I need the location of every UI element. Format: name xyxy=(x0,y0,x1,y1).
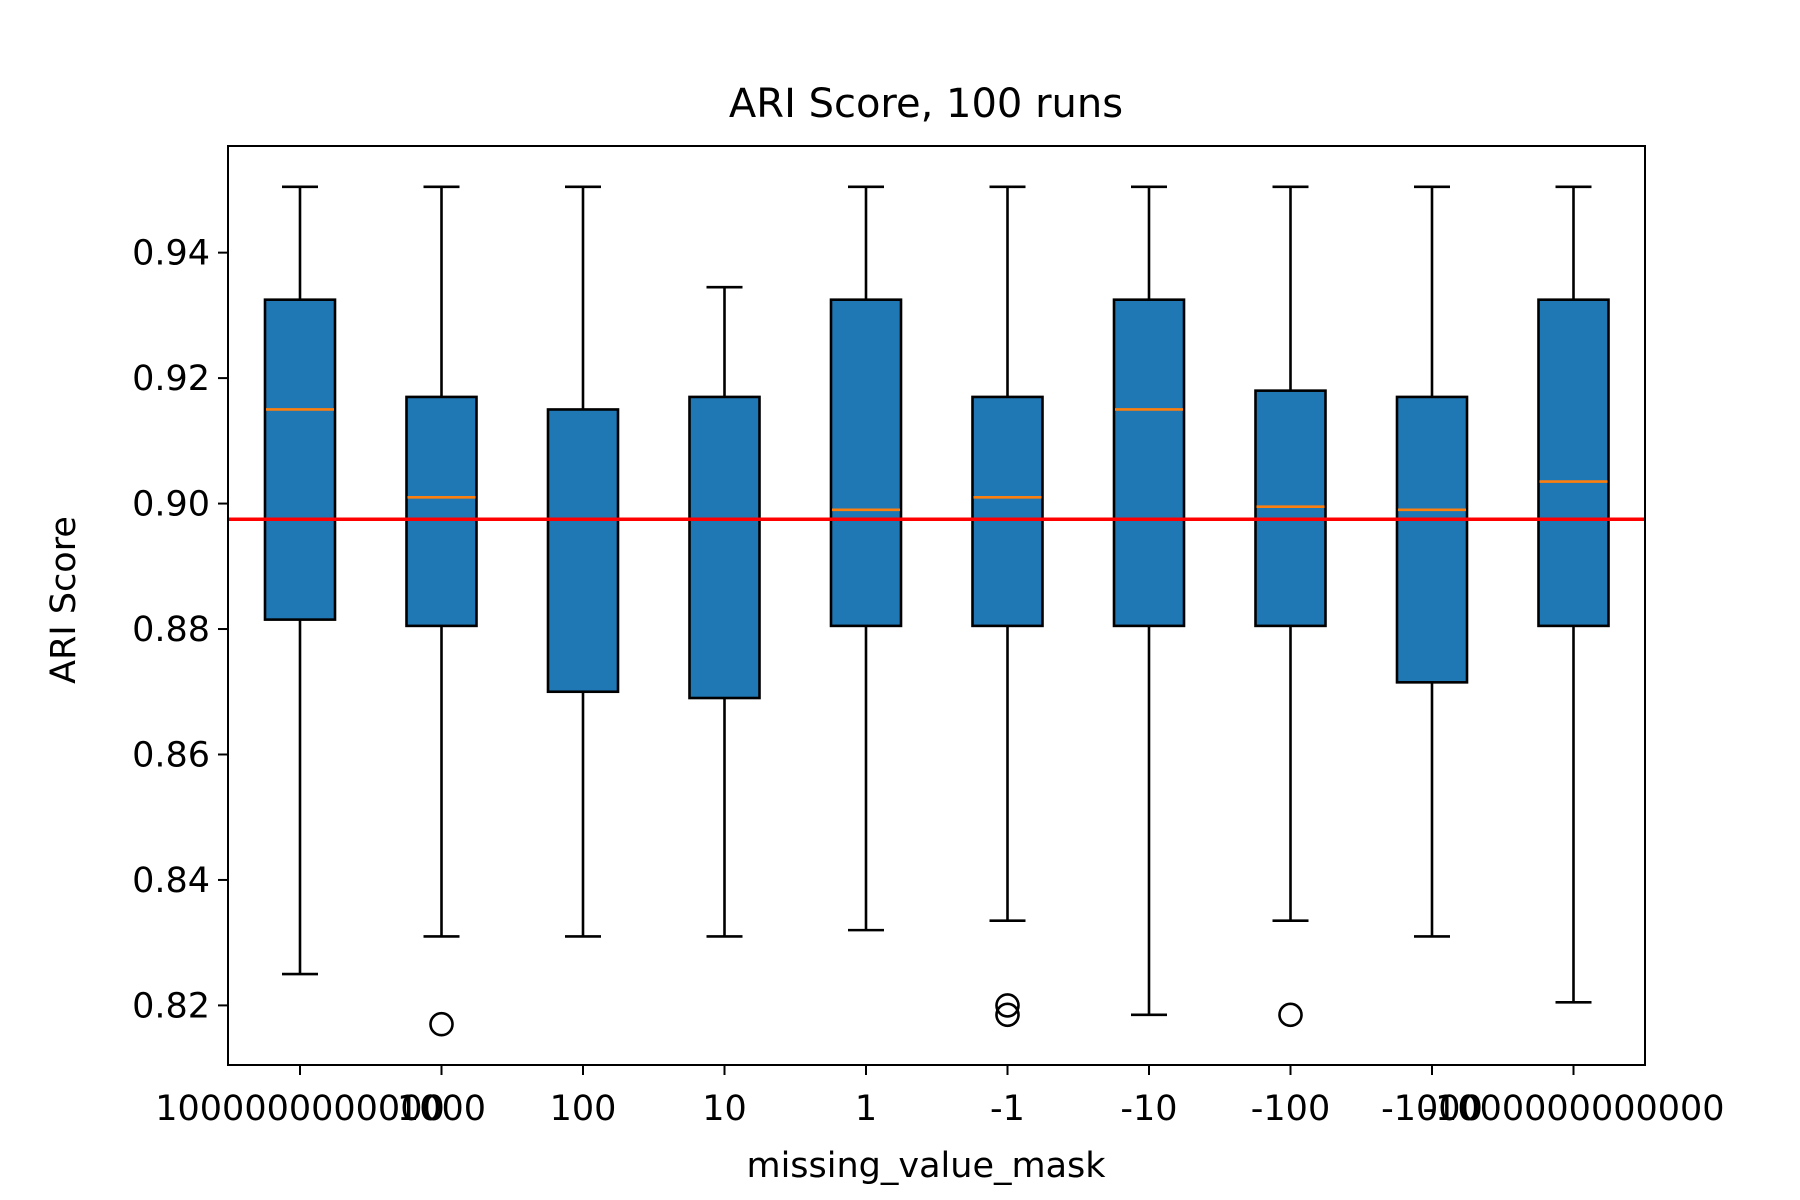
y-tick-label: 0.84 xyxy=(132,861,210,901)
x-tick-label: 10 xyxy=(702,1089,747,1129)
x-tick-label: -1 xyxy=(990,1089,1025,1129)
box-iqr xyxy=(405,395,478,628)
y-tick-label: 0.90 xyxy=(132,485,210,525)
box-iqr xyxy=(546,408,620,694)
y-tick-label: 0.94 xyxy=(132,234,210,274)
y-tick-label: 0.82 xyxy=(132,986,210,1026)
box-iqr xyxy=(688,395,761,700)
x-tick-label: 1000000000000 xyxy=(155,1089,445,1129)
x-axis-label: missing_value_mask xyxy=(746,1146,1106,1186)
x-tick-label: 100 xyxy=(550,1089,617,1129)
box-iqr xyxy=(263,298,337,621)
x-tick-label: -100 xyxy=(1251,1089,1330,1129)
plot-frame xyxy=(227,145,1646,1066)
y-tick-label: 0.86 xyxy=(132,735,210,775)
box-iqr xyxy=(1254,389,1327,628)
outlier-point xyxy=(995,993,1020,1018)
x-tick-label: 1000 xyxy=(397,1089,486,1129)
x-tick-label: -1000000000000 xyxy=(1422,1089,1724,1129)
y-tick-label: 0.92 xyxy=(132,359,210,399)
outlier-point xyxy=(429,1011,454,1037)
outlier-point xyxy=(995,1002,1020,1028)
box-iqr xyxy=(829,298,903,628)
outlier-point xyxy=(1278,1002,1303,1028)
x-tick-label: -1000 xyxy=(1381,1089,1483,1129)
x-tick-label: 1 xyxy=(855,1089,877,1129)
box-iqr xyxy=(1537,298,1610,628)
box-iqr xyxy=(1395,395,1469,684)
box-iqr xyxy=(971,395,1044,628)
x-tick-label: -10 xyxy=(1120,1089,1177,1129)
y-tick-label: 0.88 xyxy=(132,610,210,650)
chart-title: ARI Score, 100 runs xyxy=(729,81,1123,127)
y-axis-label: ARI Score xyxy=(44,516,84,684)
box-iqr xyxy=(1112,298,1186,628)
